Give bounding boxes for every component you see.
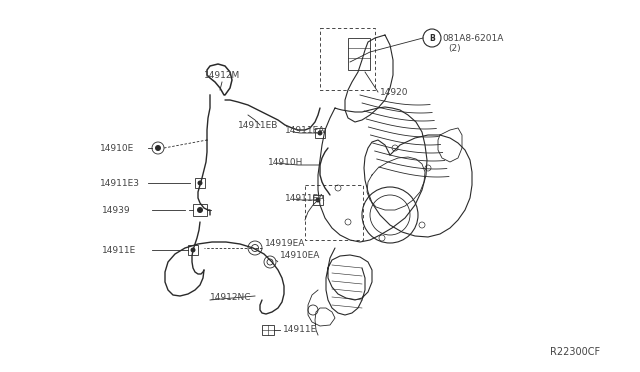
- Text: B: B: [429, 33, 435, 42]
- Text: 14911E: 14911E: [283, 326, 317, 334]
- Text: 14920: 14920: [380, 87, 408, 96]
- Text: 14910EA: 14910EA: [280, 250, 321, 260]
- Text: R22300CF: R22300CF: [550, 347, 600, 357]
- Text: 14911EB: 14911EB: [238, 121, 278, 129]
- Text: 14939: 14939: [102, 205, 131, 215]
- Bar: [320, 28, 375, 90]
- Circle shape: [191, 247, 195, 253]
- Text: 14912NC: 14912NC: [210, 294, 252, 302]
- Bar: [348, 38, 370, 70]
- Circle shape: [317, 131, 323, 135]
- Circle shape: [155, 145, 161, 151]
- Text: 14911E3: 14911E3: [100, 179, 140, 187]
- Text: (2): (2): [448, 44, 461, 52]
- Circle shape: [197, 207, 203, 213]
- Bar: [305, 185, 363, 240]
- Text: 14910H: 14910H: [268, 157, 303, 167]
- Text: 14919EA: 14919EA: [265, 238, 305, 247]
- Text: 14911E: 14911E: [102, 246, 136, 254]
- Text: 14911EA: 14911EA: [285, 193, 325, 202]
- Circle shape: [198, 180, 202, 186]
- Circle shape: [316, 198, 321, 202]
- Text: 14910E: 14910E: [100, 144, 134, 153]
- Text: 081A8-6201A: 081A8-6201A: [442, 33, 504, 42]
- Text: 14911EA: 14911EA: [285, 125, 325, 135]
- Text: 14912M: 14912M: [204, 71, 240, 80]
